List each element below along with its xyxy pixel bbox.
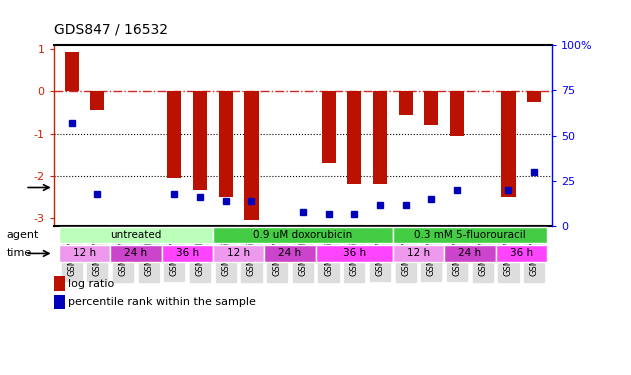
Bar bbox=[64, 52, 79, 92]
Bar bbox=[219, 92, 233, 197]
Bar bbox=[347, 92, 362, 184]
Bar bbox=[393, 227, 547, 243]
Bar bbox=[244, 92, 259, 220]
Bar bbox=[59, 227, 213, 243]
Text: 24 h: 24 h bbox=[124, 248, 148, 258]
Text: 24 h: 24 h bbox=[458, 248, 481, 258]
Text: agent: agent bbox=[6, 230, 38, 240]
Text: 0.9 uM doxorubicin: 0.9 uM doxorubicin bbox=[253, 230, 353, 240]
Text: time: time bbox=[6, 249, 32, 258]
Bar bbox=[424, 92, 439, 125]
Bar bbox=[373, 92, 387, 184]
Bar bbox=[399, 92, 413, 114]
Bar bbox=[393, 245, 444, 262]
Bar bbox=[213, 245, 264, 262]
Text: 0.3 mM 5-fluorouracil: 0.3 mM 5-fluorouracil bbox=[414, 230, 526, 240]
Bar bbox=[110, 245, 162, 262]
Text: 12 h: 12 h bbox=[227, 248, 251, 258]
Text: untreated: untreated bbox=[110, 230, 162, 240]
Bar bbox=[59, 245, 110, 262]
Bar bbox=[502, 92, 516, 197]
Bar bbox=[90, 92, 104, 110]
Text: 36 h: 36 h bbox=[510, 248, 533, 258]
Bar bbox=[193, 92, 207, 190]
Text: 12 h: 12 h bbox=[407, 248, 430, 258]
Bar bbox=[316, 245, 393, 262]
Bar bbox=[444, 245, 495, 262]
Text: log ratio: log ratio bbox=[68, 279, 114, 289]
Bar bbox=[162, 245, 213, 262]
Bar bbox=[213, 227, 393, 243]
Text: GDS847 / 16532: GDS847 / 16532 bbox=[54, 23, 168, 37]
Text: 24 h: 24 h bbox=[278, 248, 302, 258]
Bar bbox=[527, 92, 541, 102]
Bar bbox=[450, 92, 464, 136]
Bar bbox=[495, 245, 547, 262]
Bar bbox=[322, 92, 336, 163]
Text: 36 h: 36 h bbox=[175, 248, 199, 258]
Text: 12 h: 12 h bbox=[73, 248, 96, 258]
Bar bbox=[167, 92, 182, 178]
Text: percentile rank within the sample: percentile rank within the sample bbox=[68, 297, 256, 307]
Bar bbox=[264, 245, 316, 262]
Text: 36 h: 36 h bbox=[343, 248, 366, 258]
